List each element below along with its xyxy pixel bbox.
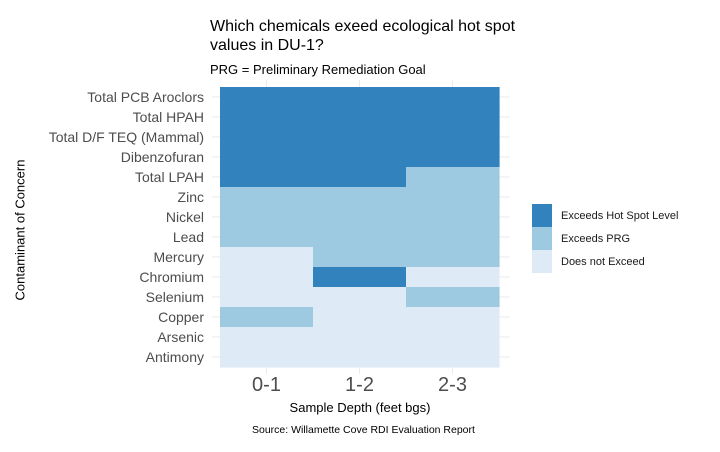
y-tick-label: Nickel: [166, 209, 204, 225]
legend-key: [532, 227, 552, 250]
x-tick-label: 1-2: [345, 374, 374, 396]
y-tick-label: Arsenic: [157, 329, 204, 345]
chart-caption: Source: Willamette Cove RDI Evaluation R…: [252, 424, 475, 436]
heatmap-cell: [313, 267, 407, 288]
heatmap-cell: [220, 167, 314, 188]
heatmap-cell: [220, 227, 314, 248]
heatmap-cell: [313, 147, 407, 168]
heatmap-cell: [406, 147, 500, 168]
legend-item: Exceeds PRG: [532, 227, 678, 250]
heatmap-cell: [406, 307, 500, 328]
heatmap-cell: [406, 107, 500, 128]
heatmap-cell: [220, 307, 314, 328]
y-tick-label: Total PCB Aroclors: [87, 89, 204, 105]
legend-label: Exceeds PRG: [561, 232, 631, 245]
heatmap-cell: [406, 87, 500, 108]
heatmap-cell: [406, 227, 500, 248]
legend-label: Does not Exceed: [561, 255, 645, 268]
heatmap-cell: [313, 247, 407, 268]
heatmap-cell: [313, 187, 407, 208]
legend-key: [532, 204, 552, 227]
heatmap-cell: [406, 187, 500, 208]
heatmap-cell: [220, 107, 314, 128]
heatmap-cell: [220, 327, 314, 348]
y-tick-label: Copper: [158, 309, 204, 325]
x-tick-label: 2-3: [438, 374, 467, 396]
chart-subtitle: PRG = Preliminary Remediation Goal: [210, 62, 426, 77]
heatmap-cell: [313, 347, 407, 368]
legend-item: Exceeds Hot Spot Level: [532, 204, 678, 227]
heatmap-cell: [313, 287, 407, 308]
y-tick-label: Mercury: [153, 249, 204, 265]
heatmap-cell: [220, 147, 314, 168]
heatmap-cell: [406, 207, 500, 228]
legend: Exceeds Hot Spot Level Exceeds PRG Does no…: [532, 204, 678, 273]
y-tick-label: Antimony: [146, 349, 204, 365]
y-tick-label: Chromium: [139, 269, 204, 285]
y-tick-label: Total HPAH: [133, 109, 204, 125]
heatmap-cell: [220, 187, 314, 208]
heatmap-cell: [406, 287, 500, 308]
heatmap-cell: [313, 87, 407, 108]
heatmap-cell: [220, 127, 314, 148]
heatmap-cell: [220, 87, 314, 108]
heatmap-cell: [406, 167, 500, 188]
y-tick-label: Dibenzofuran: [121, 149, 204, 165]
heatmap-cell: [406, 327, 500, 348]
x-axis-label: Sample Depth (feet bgs): [289, 400, 431, 415]
legend-key: [532, 250, 552, 273]
legend-item: Does not Exceed: [532, 250, 678, 273]
heatmap-cell: [406, 347, 500, 368]
heatmap-cell: [220, 287, 314, 308]
x-tick-label: 0-1: [252, 374, 281, 396]
y-tick-label: Lead: [173, 229, 204, 245]
heatmap-cell: [220, 347, 314, 368]
heatmap-cell: [220, 207, 314, 228]
chart-title: Which chemicals exeed ecological hot spo…: [210, 18, 516, 54]
heatmap-cell: [313, 307, 407, 328]
heatmap-cell: [220, 267, 314, 288]
y-tick-label: Total D/F TEQ (Mammal): [49, 129, 204, 145]
heatmap-cell: [406, 127, 500, 148]
heatmap-cell: [313, 327, 407, 348]
heatmap-cell: [313, 207, 407, 228]
heatmap-cell: [313, 107, 407, 128]
heatmap-cell: [220, 247, 314, 268]
y-tick-label: Selenium: [146, 289, 204, 305]
legend-label: Exceeds Hot Spot Level: [561, 209, 679, 222]
heatmap-cell: [406, 247, 500, 268]
y-tick-label: Zinc: [178, 189, 204, 205]
y-tick-label: Total LPAH: [135, 169, 204, 185]
heatmap-cell: [313, 227, 407, 248]
heatmap-cell: [406, 267, 500, 288]
heatmap-cell: [313, 167, 407, 188]
heatmap-cell: [313, 127, 407, 148]
